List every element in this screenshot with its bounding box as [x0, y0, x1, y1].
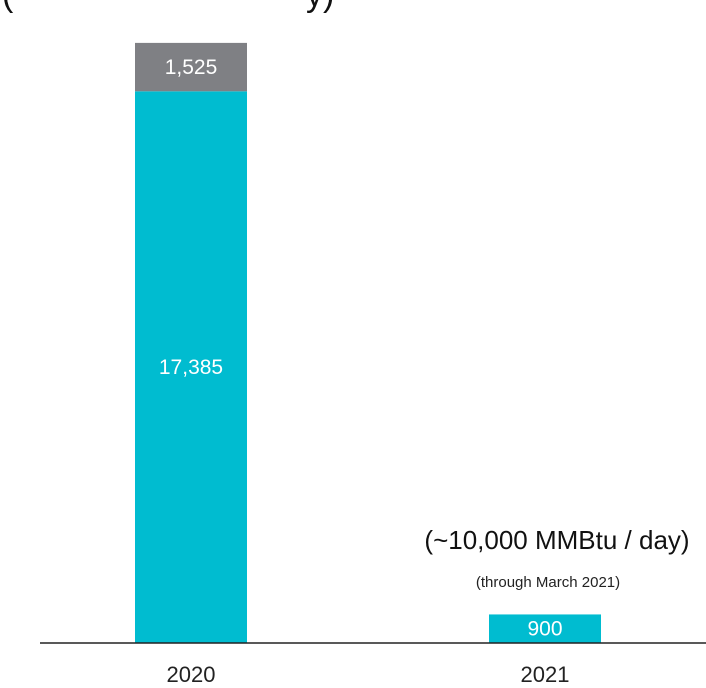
category-label-2021: 2021: [521, 662, 570, 687]
top-annotation-start: (: [2, 0, 14, 14]
labels-group: 17,385 1,525 2020 900 2021: [159, 56, 570, 687]
bar-2020-segment-1: [135, 42, 247, 92]
top-annotation-end: y): [306, 0, 334, 14]
bars-group: [135, 42, 601, 643]
annotation-main: (~10,000 MMBtu / day): [424, 525, 689, 555]
category-label-2020: 2020: [167, 662, 216, 687]
value-label-2020-segment-1: 1,525: [165, 56, 218, 79]
annotation-sub: (through March 2021): [476, 574, 620, 591]
value-label-2021-segment-0: 900: [527, 618, 562, 641]
bar-2020-segment-0: [135, 91, 247, 643]
bar-2021-segment-0: [489, 614, 601, 643]
value-label-2020-segment-0: 17,385: [159, 356, 223, 379]
